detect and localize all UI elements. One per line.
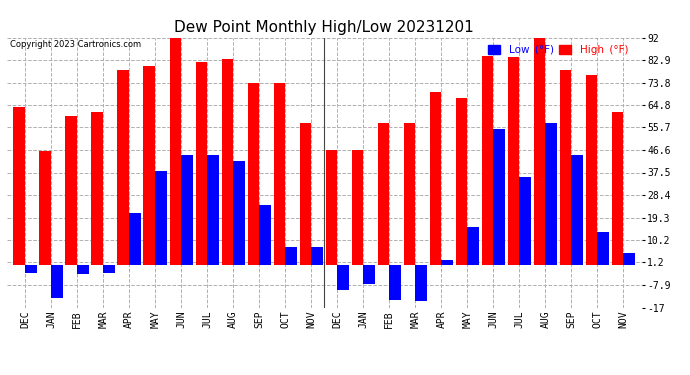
Bar: [612, 112, 624, 266]
Bar: [273, 83, 285, 266]
Bar: [508, 57, 520, 266]
Bar: [482, 56, 493, 266]
Bar: [415, 266, 427, 301]
Bar: [299, 123, 311, 266]
Bar: [377, 123, 389, 266]
Text: Copyright 2023 Cartronics.com: Copyright 2023 Cartronics.com: [10, 40, 141, 49]
Bar: [493, 129, 505, 266]
Bar: [326, 150, 337, 266]
Bar: [51, 266, 63, 298]
Bar: [455, 98, 467, 266]
Bar: [337, 266, 349, 290]
Bar: [534, 38, 545, 266]
Bar: [259, 205, 271, 266]
Bar: [66, 116, 77, 266]
Bar: [467, 227, 479, 266]
Bar: [545, 123, 557, 266]
Bar: [285, 247, 297, 266]
Bar: [586, 75, 598, 266]
Bar: [155, 171, 167, 266]
Bar: [430, 92, 442, 266]
Bar: [13, 107, 25, 266]
Legend: Low  (°F), High  (°F): Low (°F), High (°F): [486, 43, 630, 57]
Bar: [352, 150, 364, 266]
Bar: [520, 177, 531, 266]
Bar: [598, 232, 609, 266]
Bar: [221, 58, 233, 266]
Title: Dew Point Monthly High/Low 20231201: Dew Point Monthly High/Low 20231201: [175, 20, 474, 35]
Bar: [144, 66, 155, 266]
Bar: [25, 266, 37, 273]
Bar: [624, 253, 635, 266]
Bar: [233, 161, 245, 266]
Bar: [364, 266, 375, 284]
Bar: [195, 62, 207, 266]
Bar: [207, 155, 219, 266]
Bar: [311, 247, 323, 266]
Bar: [560, 70, 571, 266]
Bar: [389, 266, 401, 300]
Bar: [104, 266, 115, 273]
Bar: [571, 155, 583, 266]
Bar: [442, 260, 453, 266]
Bar: [77, 266, 89, 274]
Bar: [129, 213, 141, 266]
Bar: [170, 38, 181, 266]
Bar: [181, 155, 193, 266]
Bar: [117, 70, 129, 266]
Bar: [92, 112, 104, 266]
Bar: [404, 123, 415, 266]
Bar: [39, 152, 51, 266]
Bar: [248, 83, 259, 266]
